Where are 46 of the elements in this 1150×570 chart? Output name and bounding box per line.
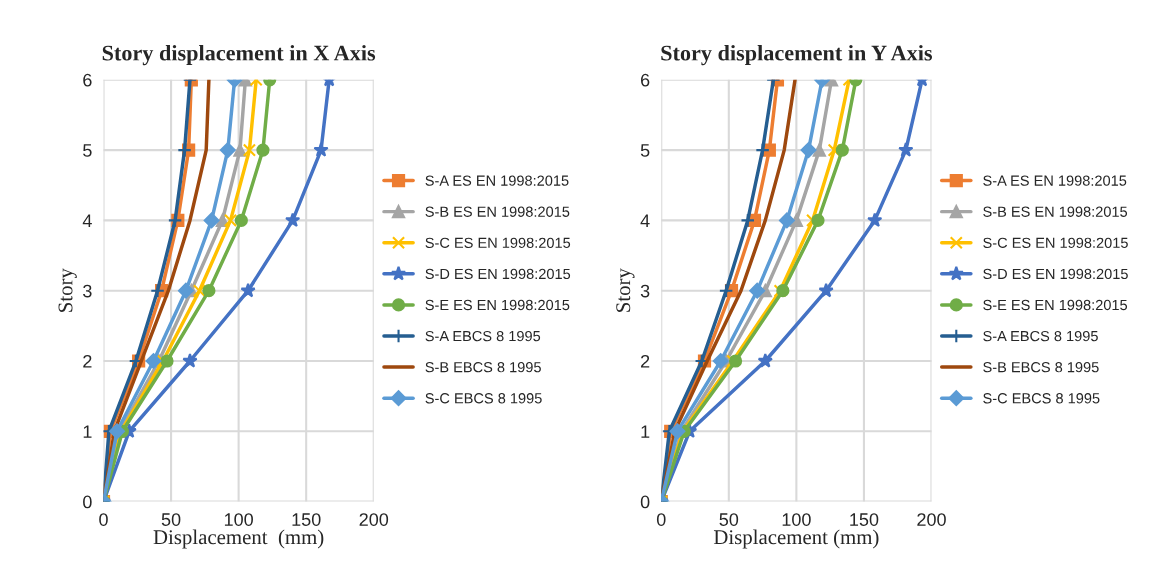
x-tick-label: 0: [99, 513, 108, 526]
y-tick-label: 2: [641, 354, 650, 368]
y-tick-label: 0: [83, 495, 92, 509]
legend-label: S-B EBCS 8 1995: [983, 362, 1099, 373]
y-tick-label: 3: [83, 284, 92, 298]
y-axis-title: Story: [58, 268, 77, 312]
legend-label: S-B ES EN 1998:2015: [425, 206, 570, 217]
legend-label: S-C ES EN 1998:2015: [425, 237, 571, 248]
y-tick-label: 1: [641, 425, 650, 438]
x-tick-label: 100: [782, 513, 811, 526]
y-tick-label: 6: [641, 73, 650, 87]
y-tick-label: 4: [82, 214, 92, 227]
legend-label: S-D ES EN 1998:2015: [425, 268, 571, 280]
legend-label: S-D ES EN 1998:2015: [983, 268, 1128, 280]
legend-label: S-C EBCS 8 1995: [983, 393, 1100, 404]
x-axis-title: Displacement (mm): [153, 529, 324, 549]
y-tick-label: 3: [640, 284, 650, 298]
legend-label: S-A EBCS 8 1995: [983, 330, 1098, 342]
y-tick-label: 6: [83, 73, 92, 87]
x-tick-label: 0: [656, 513, 666, 526]
x-tick-label: 150: [850, 513, 879, 526]
x-tick-label: 100: [224, 513, 253, 526]
x-tick-label: 50: [719, 513, 739, 526]
legend-label: S-B EBCS 8 1995: [425, 362, 541, 373]
legend-label: S-B ES EN 1998:2015: [983, 206, 1128, 217]
y-tick-label: 1: [83, 425, 92, 438]
y-tick-label: 5: [640, 144, 650, 157]
legend-label: S-A ES EN 1998:2015: [983, 175, 1127, 186]
legend-label: S-A ES EN 1998:2015: [425, 175, 569, 186]
legend-label: S-C EBCS 8 1995: [425, 393, 542, 404]
x-tick-label: 200: [359, 513, 389, 526]
x-tick-label: 50: [161, 513, 181, 526]
legend-label: S-A EBCS 8 1995: [425, 330, 541, 342]
x-tick-label: 150: [292, 513, 321, 526]
x-tick-label: 200: [917, 513, 946, 526]
legend-label: S-E ES EN 1998:2015: [425, 299, 570, 311]
legend-label: S-E ES EN 1998:2015: [983, 299, 1128, 311]
chart-title: Story displacement in Y Axis: [661, 44, 933, 66]
x-axis-title: Displacement (mm): [713, 529, 879, 549]
y-axis-title: Story: [616, 268, 635, 312]
y-tick-label: 0: [640, 495, 650, 509]
y-tick-label: 2: [83, 354, 92, 368]
legend-label: S-C ES EN 1998:2015: [983, 237, 1128, 248]
chart-title: Story displacement in X Axis: [102, 44, 376, 66]
y-tick-label: 5: [83, 144, 92, 157]
y-tick-label: 4: [640, 214, 650, 227]
